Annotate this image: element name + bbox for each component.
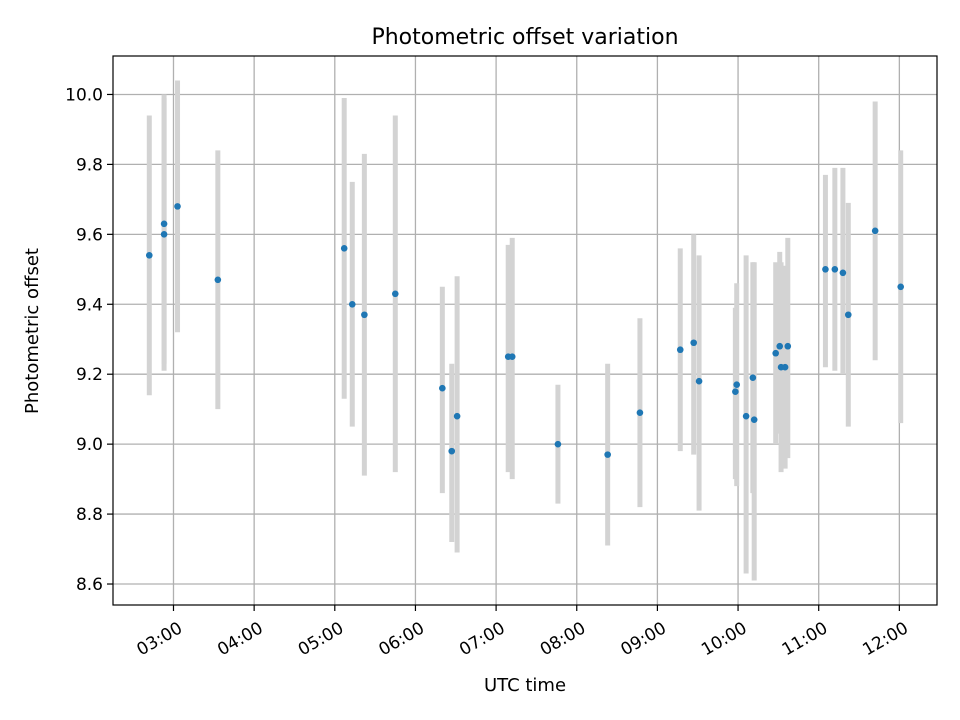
x-tick-label: 04:00 [214,618,266,660]
data-point [822,266,829,273]
y-tick-label: 9.6 [76,225,103,245]
data-point [871,227,879,235]
x-tick-label: 11:00 [779,618,831,660]
data-point [676,346,684,354]
data-point [742,412,750,420]
x-tick-label: 03:00 [134,618,186,660]
data-point [214,276,222,284]
data-point [844,311,852,319]
data-point [361,311,368,319]
data-point [897,283,905,291]
data-point [554,440,562,448]
data-points [145,203,905,458]
data-point [448,447,456,455]
data-point [732,388,739,395]
x-tick-label: 06:00 [376,618,428,660]
x-tick-label: 12:00 [859,618,911,660]
data-point [749,374,757,382]
x-tick-label: 10:00 [698,618,750,660]
data-point [160,220,168,228]
x-tick-label: 08:00 [537,618,589,660]
x-tick-label: 05:00 [295,618,347,660]
x-axis-label: UTC time [484,675,566,696]
data-point [145,252,153,259]
error-bars [146,80,904,581]
data-point [733,381,741,389]
data-point [439,384,446,392]
data-point [839,269,847,277]
y-axis-label: Photometric offset [22,248,43,414]
data-point [776,342,784,350]
data-point [784,342,792,350]
data-point [174,203,181,210]
data-point [348,300,356,308]
data-point [772,349,779,357]
data-point [781,363,789,371]
x-tick-label: 09:00 [617,618,669,660]
y-tick-label: 8.8 [76,505,103,525]
data-point [453,412,461,420]
y-tick-label: 9.0 [76,435,103,455]
y-axis-ticks: 8.6 8.8 9.0 9.2 9.4 9.6 9.8 10.0 [65,85,113,595]
y-tick-label: 10.0 [65,85,103,105]
data-point [604,451,611,458]
chart-title: Photometric offset variation [371,25,678,50]
x-axis-ticks: 03:00 04:00 05:00 06:00 07:00 08:00 09:00 10:00… [134,605,912,660]
y-tick-label: 9.2 [76,365,103,385]
data-point [508,353,516,361]
data-point [391,290,399,298]
data-point [340,245,348,252]
data-point [831,266,839,273]
y-tick-label: 8.6 [76,575,103,595]
x-tick-label: 07:00 [456,618,508,660]
data-point [750,416,758,423]
y-tick-label: 9.4 [76,295,103,315]
data-point [690,339,697,347]
data-point [636,409,644,416]
data-point [160,231,168,238]
y-tick-label: 9.8 [76,155,103,175]
grid [113,56,937,605]
plot-frame [112,55,938,606]
data-point [695,377,703,385]
